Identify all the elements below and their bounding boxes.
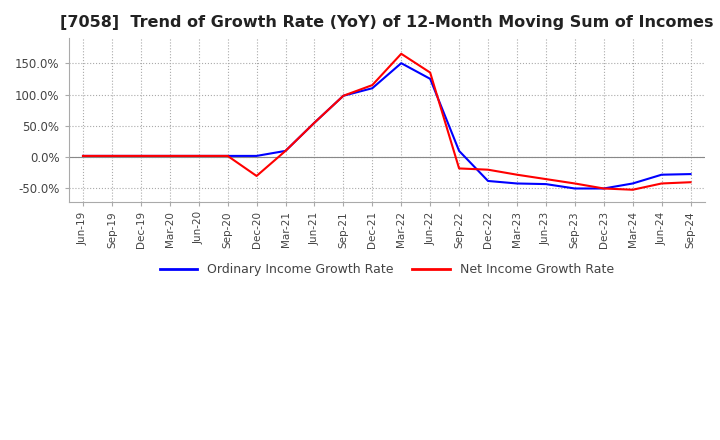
Legend: Ordinary Income Growth Rate, Net Income Growth Rate: Ordinary Income Growth Rate, Net Income … xyxy=(155,258,619,282)
Title: [7058]  Trend of Growth Rate (YoY) of 12-Month Moving Sum of Incomes: [7058] Trend of Growth Rate (YoY) of 12-… xyxy=(60,15,714,30)
